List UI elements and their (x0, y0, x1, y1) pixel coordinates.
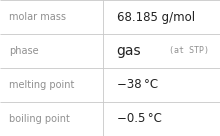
Text: boiling point: boiling point (9, 114, 70, 124)
Text: molar mass: molar mass (9, 12, 66, 22)
Text: −38 °C: −38 °C (117, 78, 158, 92)
Text: −0.5 °C: −0.5 °C (117, 112, 161, 126)
Text: (at STP): (at STP) (169, 47, 209, 55)
Text: gas: gas (117, 44, 141, 58)
Text: melting point: melting point (9, 80, 74, 90)
Text: phase: phase (9, 46, 38, 56)
Text: 68.185 g/mol: 68.185 g/mol (117, 10, 195, 24)
